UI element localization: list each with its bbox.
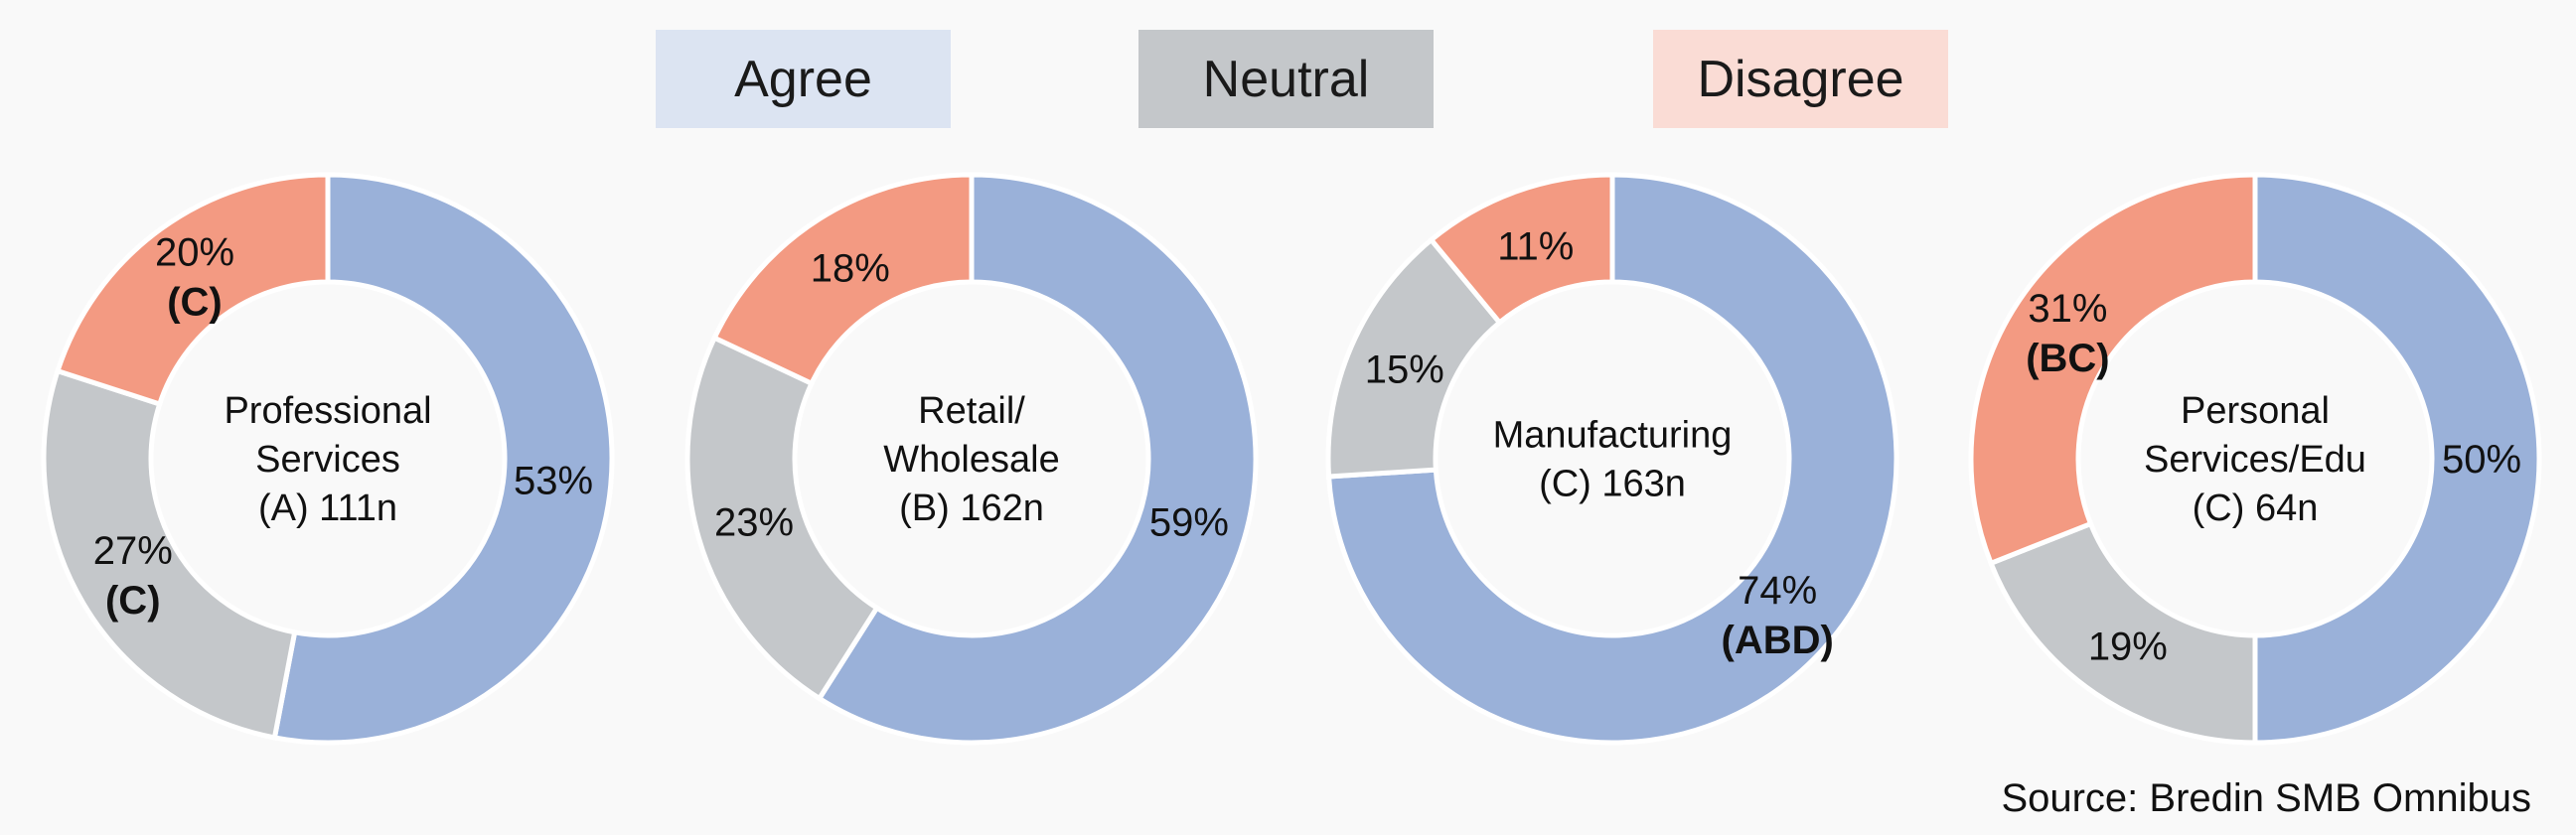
slice-value-label: 23% xyxy=(714,501,794,545)
center-label-line: Retail/ xyxy=(918,390,1025,432)
legend-neutral: Neutral xyxy=(1138,30,1434,128)
donut-chart-3: 74% (ABD) 15% 11% Manufacturing (C) 163n xyxy=(1325,172,1899,746)
slice-disagree xyxy=(710,172,975,387)
legend-disagree: Disagree xyxy=(1653,30,1948,128)
slice-value-label: 18% xyxy=(811,246,890,290)
slice-neutral xyxy=(41,367,298,741)
slice-agree xyxy=(271,172,615,746)
center-label-line: Wholesale xyxy=(883,439,1059,481)
slice-value-label: 19% xyxy=(2088,626,2168,669)
slice-value-label: 11% xyxy=(1497,224,1574,268)
slice-value-label: 27% xyxy=(93,529,173,573)
legend-neutral-label: Neutral xyxy=(1202,50,1370,108)
legend-disagree-label: Disagree xyxy=(1697,50,1904,108)
slice-significance-label: (ABD) xyxy=(1722,619,1834,662)
center-label-line: (B) 162n xyxy=(899,487,1044,529)
slice-value-label: 74% xyxy=(1738,569,1817,613)
center-label-line: (C) 163n xyxy=(1539,464,1686,505)
slice-value-label: 50% xyxy=(2442,438,2521,482)
center-label-line: Services/Edu xyxy=(2144,439,2366,481)
slice-value-label: 20% xyxy=(155,231,234,275)
slice-value-label: 15% xyxy=(1365,348,1444,391)
center-label-line: (A) 111n xyxy=(258,487,397,529)
legend-agree-label: Agree xyxy=(734,50,872,108)
center-label-line: Manufacturing xyxy=(1493,415,1733,457)
source-note: Source: Bredin SMB Omnibus xyxy=(2001,776,2531,820)
slice-significance-label: (BC) xyxy=(2026,337,2109,380)
center-label-line: Professional xyxy=(224,390,431,432)
slice-disagree xyxy=(1428,172,1615,327)
slice-value-label: 53% xyxy=(514,459,593,502)
slice-disagree xyxy=(54,172,331,408)
donut-chart-2: 59% 23% 18% Retail/Wholesale (B) 162n xyxy=(684,172,1259,746)
slice-agree xyxy=(2252,172,2542,746)
donut-chart-1: 53% 27% (C) 20% (C) Professional Services (A) 1… xyxy=(41,172,615,746)
slice-neutral xyxy=(684,334,881,702)
slice-significance-label: (C) xyxy=(167,281,223,325)
legend-agree: Agree xyxy=(656,30,951,128)
slice-neutral xyxy=(1987,520,2258,746)
slice-disagree xyxy=(1968,172,2258,567)
center-label-line: (C) 64n xyxy=(2193,487,2319,529)
slice-agree xyxy=(816,172,1259,746)
center-label-line: Personal xyxy=(2181,390,2330,432)
center-label-line: Services xyxy=(255,439,400,481)
slice-value-label: 31% xyxy=(2028,287,2107,331)
slice-significance-label: (C) xyxy=(105,579,161,623)
slice-agree xyxy=(1325,172,1899,746)
slice-value-label: 59% xyxy=(1149,501,1229,545)
donut-chart-4: 50% 19% 31% (BC) Personal Services/Edu (C) 64n xyxy=(1968,172,2542,746)
